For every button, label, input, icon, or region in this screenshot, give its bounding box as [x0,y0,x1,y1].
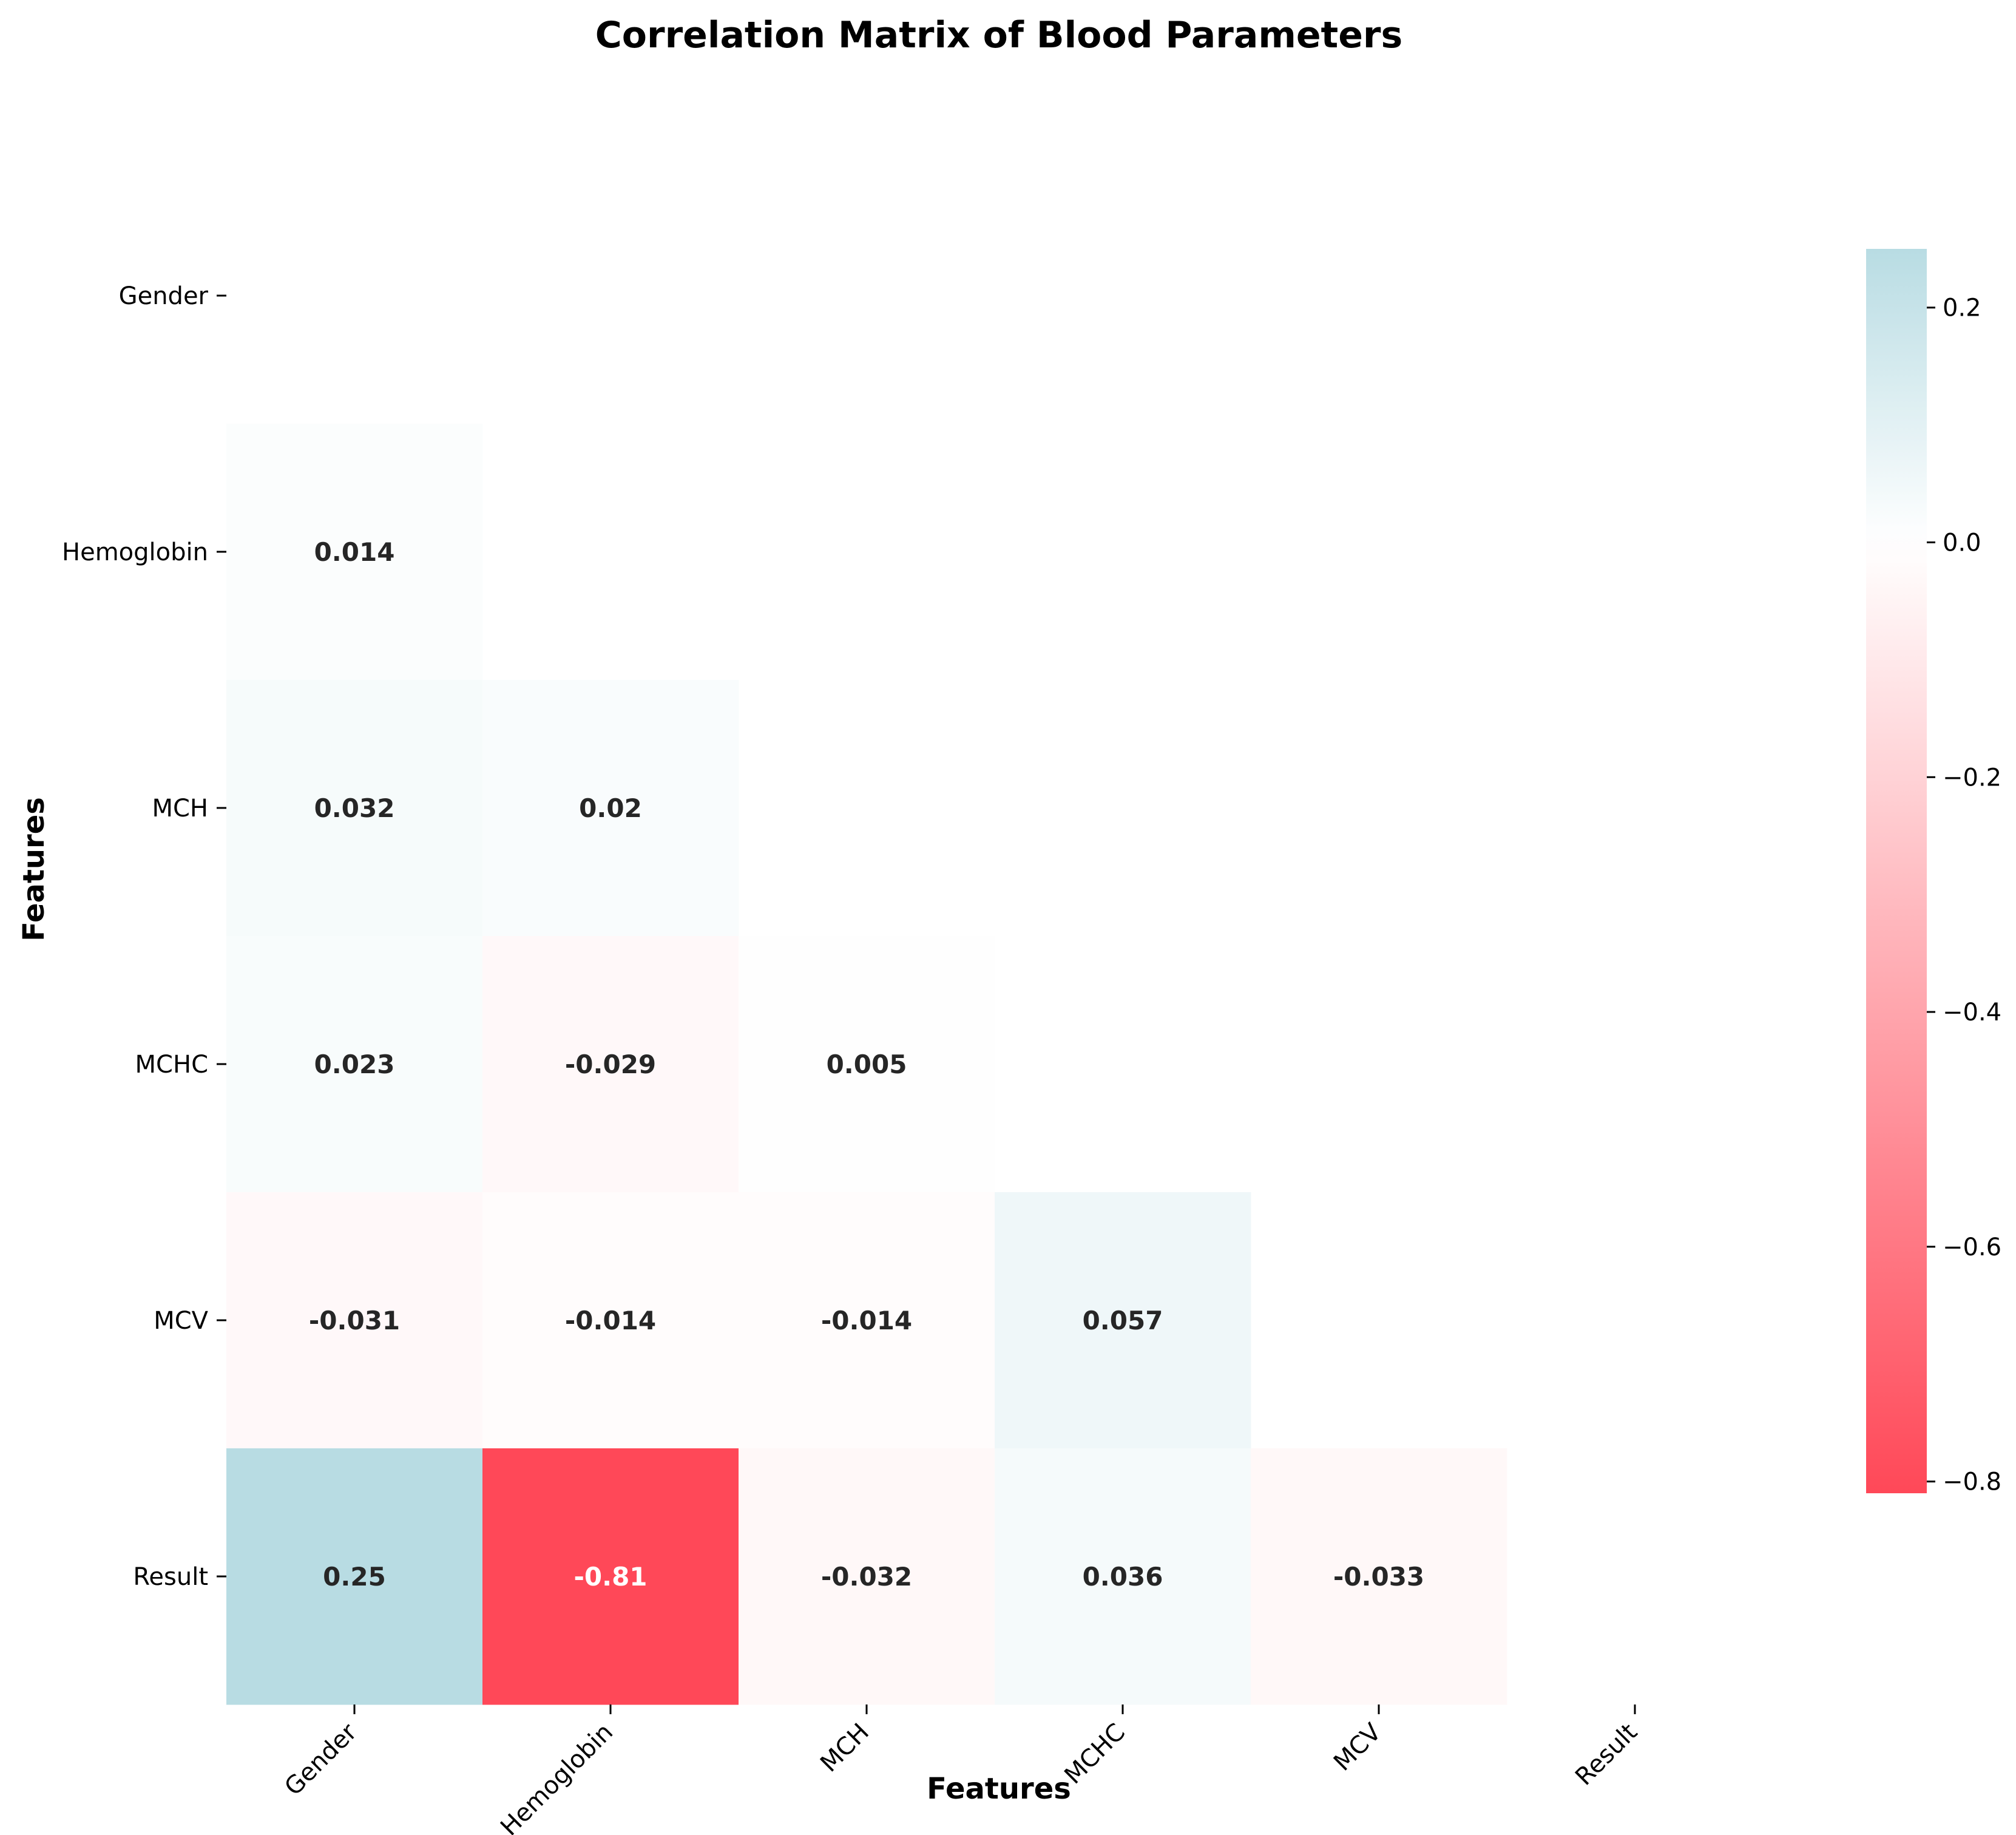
y-axis: Gender Hemoglobin MCH MCHC MCV Result [62,282,226,1591]
colorbar-gradient [1866,249,1927,1493]
cell-value-label: -0.81 [573,1562,647,1592]
cell-value-label: -0.032 [821,1562,912,1592]
cell-value-label: 0.023 [314,1050,395,1079]
x-tick-label-gender: Gender [279,1718,362,1801]
colorbar-tick-label: −0.6 [1943,1233,2001,1261]
x-axis-label: Features [927,1772,1071,1806]
x-tick-label-mcv: MCV [1328,1718,1387,1776]
heatmap-cell-mcv-mchc [995,1192,1251,1449]
heatmap-cell-labels: 0.014 0.032 0.02 0.023 -0.029 0.005 -0.031 -0.0… [309,537,1424,1592]
colorbar-tick-label: 0.0 [1943,529,1981,557]
heatmap-cell-mcv-gender [226,1192,483,1449]
y-tick-label-mcv: MCV [154,1307,208,1335]
cell-value-label: 0.02 [579,793,642,823]
x-tick-label-hemoglobin: Hemoglobin [495,1718,618,1835]
colorbar: 0.2 0.0 −0.2 −0.4 −0.6 −0.8 [1866,249,2001,1496]
cell-value-label: 0.032 [314,793,395,823]
heatmap-cell-result-mcv [1251,1448,1507,1705]
heatmap-cell-mch-gender [226,680,483,937]
y-tick-label-gender: Gender [119,282,209,310]
colorbar-tick-label: −0.8 [1943,1468,2001,1496]
heatmap-cell-hemoglobin-gender [226,424,483,680]
cell-value-label: 0.014 [314,537,395,567]
cell-value-label: -0.033 [1333,1562,1424,1592]
y-tick-label-mch: MCH [152,795,208,823]
x-tick-label-result: Result [1570,1718,1643,1791]
colorbar-tick-label: −0.2 [1943,764,2001,792]
cell-value-label: -0.031 [309,1306,400,1335]
y-axis-label: Features [17,797,51,941]
y-tick-label-hemoglobin: Hemoglobin [62,538,208,566]
heatmap-cell-result-mch [739,1448,995,1705]
y-tick-label-mchc: MCHC [135,1051,208,1079]
colorbar-tick-label: −0.4 [1943,999,2001,1026]
colorbar-tick-label: 0.2 [1943,294,1981,322]
heatmap-cell-mchc-hemoglobin [482,936,739,1193]
cell-value-label: 0.25 [323,1562,386,1592]
cell-value-label: 0.005 [827,1050,907,1079]
chart-title: Correlation Matrix of Blood Parameters [595,14,1403,56]
heatmap-cells [226,424,1507,1705]
cell-value-label: 0.057 [1083,1306,1163,1335]
heatmap-cell-result-hemoglobin [482,1448,739,1705]
heatmap-cell-mch-hemoglobin [482,680,739,937]
cell-value-label: -0.014 [821,1306,912,1335]
x-axis: Gender Hemoglobin MCH MCHC MCV Result [279,1704,1643,1835]
heatmap-cell-result-gender [226,1448,483,1705]
heatmap-cell-mchc-gender [226,936,483,1193]
cell-value-label: -0.029 [565,1050,656,1079]
heatmap-cell-mchc-mch [739,936,995,1193]
cell-value-label: -0.014 [565,1306,656,1335]
x-tick-label-mch: MCH [815,1718,874,1778]
y-tick-label-result: Result [133,1563,208,1591]
cell-value-label: 0.036 [1083,1562,1163,1592]
heatmap-cell-mcv-mch [739,1192,995,1449]
heatmap-cell-mcv-hemoglobin [482,1192,739,1449]
heatmap-cell-result-mchc [995,1448,1251,1705]
